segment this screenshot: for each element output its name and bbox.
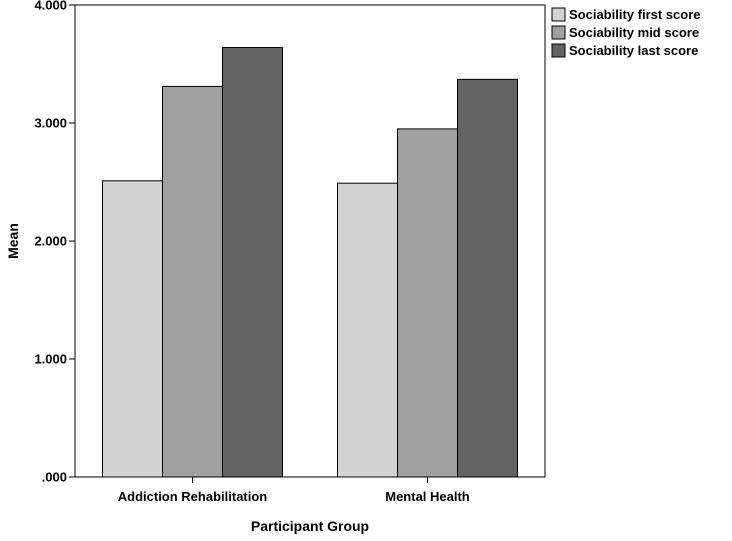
bar-addiction-rehabilitation-3 [222, 46, 283, 478]
y-tick-label: .000 [42, 470, 67, 485]
legend-swatch [551, 25, 566, 40]
legend-label: Sociability first score [569, 7, 701, 22]
bar-addiction-rehabilitation-1 [102, 180, 163, 478]
bar-mental-health-3 [457, 78, 518, 478]
y-axis: .000 1.000 2.000 3.000 4.000 [34, 0, 75, 485]
bars-layer [102, 46, 518, 478]
x-axis: Addiction Rehabilitation Mental Health [118, 477, 470, 504]
legend-label: Sociability last score [569, 43, 698, 58]
y-tick-label: 1.000 [34, 352, 67, 367]
x-tick-label: Addiction Rehabilitation [118, 489, 268, 504]
x-axis-title: Participant Group [251, 518, 369, 534]
x-tick-label: Mental Health [385, 489, 470, 504]
y-tick-label: 2.000 [34, 234, 67, 249]
y-tick-label: 3.000 [34, 116, 67, 131]
legend-label: Sociability mid score [569, 25, 699, 40]
legend-swatch [551, 7, 566, 22]
bar-mental-health-1 [337, 182, 398, 478]
bar-addiction-rehabilitation-2 [162, 85, 223, 478]
bar-mental-health-2 [397, 128, 458, 478]
legend-swatch [551, 43, 566, 58]
legend: Sociability first score Sociability mid s… [551, 7, 701, 58]
y-tick-label: 4.000 [34, 0, 67, 13]
y-axis-title: Mean [5, 223, 21, 259]
